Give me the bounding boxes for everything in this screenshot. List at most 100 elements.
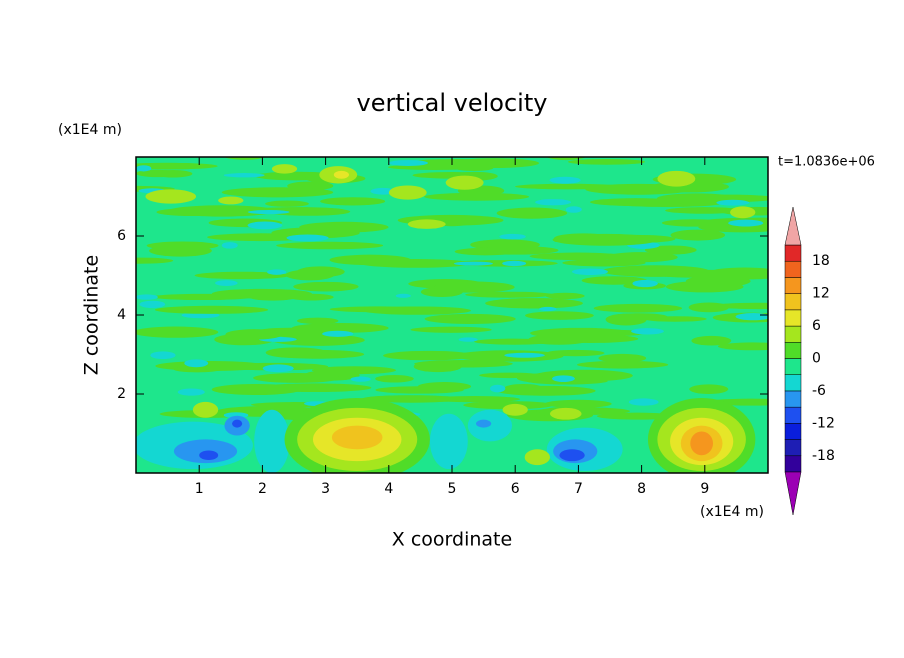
time-label: t=1.0836e+06: [778, 155, 875, 170]
contour-region: [299, 221, 389, 233]
colorbar-tick-label: 6: [812, 318, 821, 334]
contour-region: [247, 221, 283, 230]
colorbar-band: [784, 423, 802, 440]
contour-region: [424, 192, 530, 201]
contour-region: [554, 233, 614, 243]
contour-region: [515, 183, 621, 190]
contour-region: [716, 199, 750, 206]
colorbar-tick-label: 0: [812, 351, 821, 367]
contour-region: [388, 185, 427, 200]
contour-region: [485, 298, 583, 309]
contour-region: [581, 276, 648, 285]
colorbar-band: [784, 374, 802, 392]
contour-region: [267, 269, 287, 275]
x-tick-label: 9: [700, 481, 709, 497]
contour-region: [329, 306, 423, 313]
contour-region: [266, 207, 351, 216]
contour-region: [424, 313, 516, 324]
contour-region: [331, 425, 383, 450]
colorbar-band: [784, 244, 802, 262]
contour-region: [136, 257, 174, 264]
y-axis-label: Z coordinate: [81, 255, 103, 375]
contour-region: [154, 305, 269, 314]
contour-region: [454, 247, 517, 256]
contour-region: [146, 241, 219, 250]
contour-region: [353, 148, 455, 156]
colorbar-band: [784, 309, 802, 327]
y-tick-label: 6: [117, 228, 126, 244]
colorbar-tick-label: 12: [812, 286, 830, 302]
contour-region: [453, 261, 494, 266]
contour-region: [265, 200, 309, 207]
contour-region: [546, 157, 587, 161]
contour-region: [329, 254, 411, 266]
colorbar-band: [784, 342, 802, 359]
colorbar-extend-low: [784, 471, 802, 516]
contour-region: [730, 206, 756, 219]
contour-region: [643, 316, 707, 322]
contour-region: [247, 209, 290, 215]
contour-region: [139, 300, 166, 309]
contour-region: [502, 403, 528, 416]
colorbar-band: [784, 260, 802, 278]
contour-region: [211, 384, 301, 395]
contour-region: [287, 147, 361, 154]
contour-region: [150, 351, 176, 360]
contour-region: [691, 335, 732, 346]
contour-region: [502, 260, 527, 267]
contour-region: [598, 353, 647, 363]
colorbar-tick-label: -6: [812, 383, 826, 399]
contour-region: [628, 398, 659, 406]
contour-region: [286, 234, 329, 242]
contour-region: [322, 330, 354, 337]
contour-region: [287, 181, 334, 191]
contour-region: [559, 449, 585, 462]
contour-region: [225, 329, 283, 340]
contour-region: [565, 206, 582, 213]
contour-region: [383, 350, 475, 361]
contour-region: [670, 229, 726, 241]
colorbar-band: [784, 325, 802, 343]
contour-region: [224, 157, 266, 160]
y-tick-label: 2: [117, 386, 126, 402]
contour-region: [577, 360, 669, 369]
contour-region: [365, 395, 436, 402]
contour-region: [689, 384, 729, 394]
contour-region: [153, 169, 193, 178]
x-tick-label: 8: [637, 481, 646, 497]
x-tick-label: 4: [384, 481, 393, 497]
contour-region: [184, 359, 209, 368]
colorbar-band: [784, 358, 802, 375]
colorbar-band: [784, 293, 802, 311]
contour-region: [375, 374, 414, 383]
contour-region: [388, 160, 428, 166]
contour-region: [191, 151, 265, 157]
x-axis-label: X coordinate: [392, 529, 512, 551]
contour-region: [429, 413, 468, 470]
contour-region: [496, 385, 596, 396]
contour-region: [549, 176, 581, 184]
x-tick-label: 5: [448, 481, 457, 497]
contour-region: [245, 290, 301, 301]
contour-region: [221, 242, 238, 249]
contour-region: [262, 364, 294, 373]
contour-region: [192, 401, 219, 418]
contour-region: [476, 419, 492, 428]
contour-region: [136, 294, 158, 300]
colorbar-tick-label: -12: [812, 415, 835, 431]
contour-region: [215, 280, 238, 286]
contour-region: [632, 279, 658, 288]
contour-region: [232, 419, 243, 428]
contour-region: [429, 396, 521, 403]
contour-region: [496, 207, 568, 219]
x-unit-label: (x1E4 m): [700, 504, 764, 520]
colorbar-band: [784, 277, 802, 294]
contour-region: [465, 291, 554, 298]
colorbar-band: [784, 390, 802, 408]
colorbar-band: [784, 406, 802, 424]
contour-region: [271, 164, 298, 174]
contour-region: [407, 219, 446, 229]
contour-region: [690, 431, 714, 456]
contour-region: [199, 450, 219, 460]
